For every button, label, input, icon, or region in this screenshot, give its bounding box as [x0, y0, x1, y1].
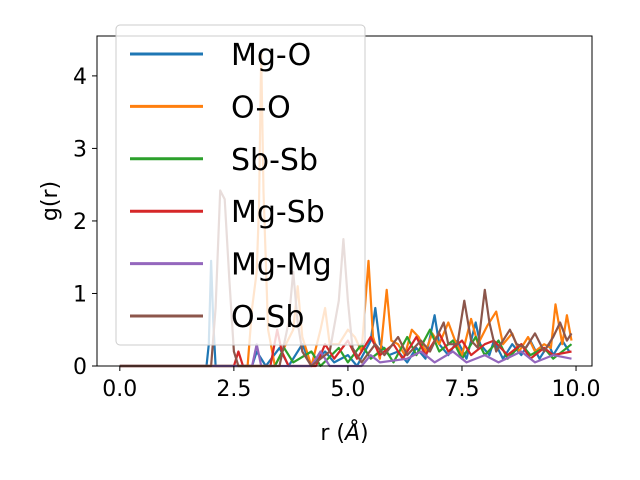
legend-label-mg-sb: Mg-Sb: [231, 195, 325, 230]
legend-label-mg-mg: Mg-Mg: [231, 248, 332, 283]
legend-label-mg-o: Mg-O: [231, 38, 311, 73]
y-axis-title: g(r): [38, 181, 63, 221]
legend-box: [115, 24, 366, 346]
y-tick-label: 2: [73, 210, 87, 235]
x-tick-label: 0.0: [102, 377, 137, 402]
x-axis-title: r (Å): [320, 419, 368, 446]
x-tick-label: 2.5: [216, 377, 251, 402]
y-tick-label: 0: [73, 355, 87, 380]
x-axis: 0.0 2.5 5.0 7.5 10.0: [102, 366, 601, 402]
x-tick-label: 5.0: [330, 377, 365, 402]
x-tick-label: 7.5: [444, 377, 479, 402]
legend-label-sb-sb: Sb-Sb: [231, 143, 318, 178]
legend-label-o-o: O-O: [231, 90, 291, 125]
y-tick-label: 1: [73, 282, 87, 307]
y-tick-label: 3: [73, 137, 87, 162]
x-tick-label: 10.0: [552, 377, 601, 402]
y-axis: 0 1 2 3 4: [73, 65, 97, 380]
legend: Mg-O O-O Sb-Sb Mg-Sb Mg-Mg O-Sb: [115, 24, 366, 346]
y-tick-label: 4: [73, 65, 87, 90]
legend-label-o-sb: O-Sb: [231, 300, 304, 335]
